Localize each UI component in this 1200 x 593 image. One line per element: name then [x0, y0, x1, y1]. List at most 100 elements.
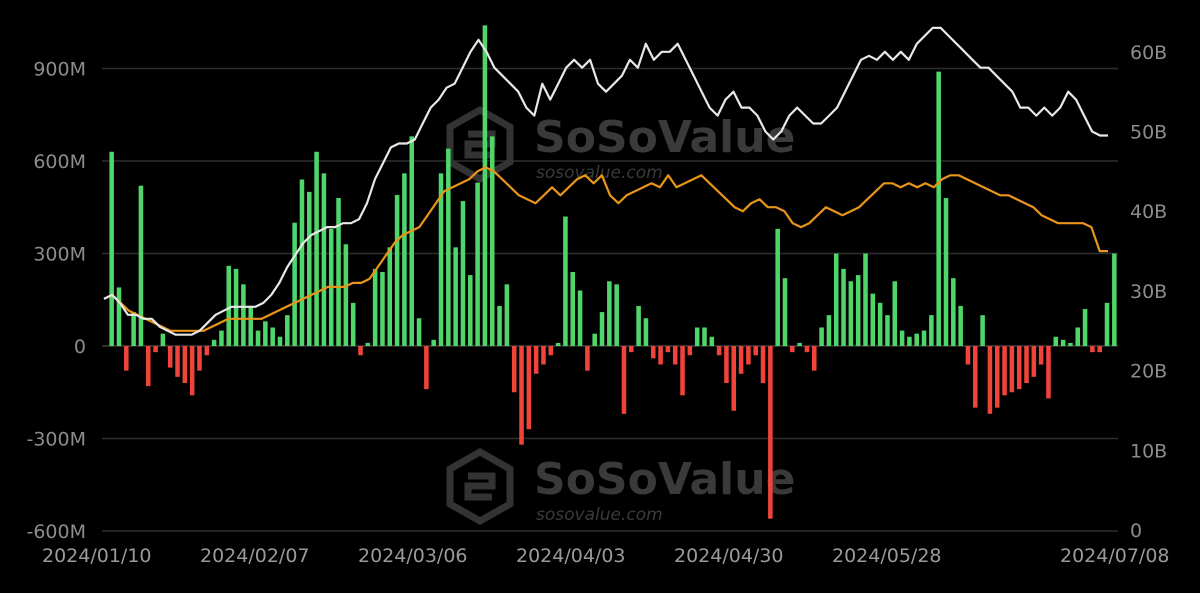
outflow-bar	[746, 346, 751, 365]
outflow-bar	[812, 346, 817, 371]
outflow-bar	[1009, 346, 1015, 393]
outflow-bar	[145, 346, 151, 387]
inflow-bar	[775, 228, 780, 346]
inflow-bar	[241, 284, 246, 346]
outflow-bar	[987, 346, 993, 414]
outflow-bar	[629, 346, 634, 353]
outflow-bar	[804, 346, 810, 353]
outflow-bar	[687, 346, 693, 356]
outflow-bar	[153, 346, 158, 353]
outflow-bar	[424, 346, 429, 390]
inflow-bar	[350, 302, 356, 346]
inflow-bar	[468, 275, 473, 346]
series-lines	[103, 26, 1108, 336]
inflow-bar	[899, 330, 905, 346]
inflow-bar	[980, 315, 985, 346]
inflow-bar	[482, 25, 488, 347]
inflow-bar	[138, 185, 144, 346]
inflow-bar	[365, 342, 371, 346]
inflow-bar	[109, 151, 114, 346]
inflow-bar	[1104, 302, 1110, 346]
inflow-bar	[577, 290, 583, 346]
inflow-bar	[453, 247, 458, 346]
inflow-bar	[694, 327, 700, 346]
inflow-bar	[431, 339, 436, 346]
inflow-bar	[343, 244, 349, 346]
x-tick-label: 2024/05/28	[832, 545, 942, 567]
white-series-line	[103, 26, 1108, 336]
inflow-bar	[570, 272, 576, 346]
outflow-bar	[973, 346, 978, 408]
outflow-bar	[175, 346, 180, 377]
right-tick-label: 20B	[1130, 361, 1167, 383]
inflow-bar	[921, 330, 927, 346]
inflow-bar	[219, 330, 224, 346]
x-tick-label: 2024/02/07	[200, 545, 310, 567]
inflow-bar	[826, 315, 832, 346]
outflow-bar	[672, 346, 678, 365]
outflow-bar	[658, 346, 663, 365]
x-tick-label: 2024/01/10	[42, 545, 152, 567]
outflow-bar	[665, 346, 671, 353]
left-tick-label: 0	[74, 336, 86, 358]
inflow-bar	[336, 198, 341, 346]
outflow-bar	[1024, 346, 1029, 383]
inflow-bar	[446, 148, 451, 346]
inflow-bar	[460, 201, 466, 346]
inflow-bar	[270, 327, 275, 346]
left-axis-ticks: 900M 600M 300M 0 -300M -600M	[26, 59, 86, 543]
right-tick-label: 10B	[1130, 440, 1167, 462]
left-tick-label: -300M	[26, 428, 86, 450]
left-tick-label: 900M	[33, 59, 86, 81]
inflow-bar	[131, 312, 136, 346]
outflow-bar	[731, 346, 737, 411]
watermark-site: sosovalue.com	[536, 505, 663, 525]
watermark-logo-icon	[446, 105, 514, 184]
x-tick-label: 2024/03/06	[358, 545, 468, 567]
inflow-bar	[226, 265, 232, 346]
inflow-bar	[255, 330, 261, 346]
inflow-bar	[160, 333, 166, 346]
inflow-bar	[116, 287, 122, 346]
left-tick-label: -600M	[26, 521, 86, 543]
outflow-bar	[650, 346, 656, 359]
inflow-bar	[416, 318, 422, 346]
watermark-site: sosovalue.com	[536, 163, 663, 183]
x-tick-label: 2024/04/30	[674, 545, 784, 567]
outflow-bar	[167, 346, 173, 368]
outflow-bar	[533, 346, 539, 374]
inflow-bar	[402, 173, 407, 346]
inflow-bar	[592, 333, 597, 346]
left-tick-label: 600M	[33, 151, 86, 173]
inflow-bar	[841, 268, 846, 346]
outflow-bar	[965, 346, 971, 365]
outflow-bar	[790, 346, 795, 353]
inflow-bar	[1060, 339, 1066, 346]
outflow-bar	[1097, 346, 1102, 353]
inflow-bar	[782, 278, 788, 346]
inflow-bar	[475, 182, 480, 346]
x-axis-ticks: 2024/01/10 2024/02/07 2024/03/06 2024/04/03…	[42, 545, 1170, 567]
inflow-bar	[892, 281, 898, 346]
outflow-bar	[358, 346, 363, 356]
inflow-bar	[299, 179, 305, 346]
inflow-bar	[702, 327, 707, 346]
inflow-bar	[307, 191, 312, 346]
outflow-bar	[541, 346, 546, 365]
watermark-brand: SoSoValue	[534, 454, 795, 505]
inflow-bar	[943, 198, 949, 346]
inflow-bar	[277, 336, 283, 346]
inflow-bar	[709, 336, 715, 346]
outflow-bar	[197, 346, 202, 371]
inflow-bar	[958, 305, 963, 346]
flow-bars	[109, 25, 1117, 519]
inflow-bar	[504, 284, 510, 346]
outflow-bar	[716, 346, 722, 356]
inflow-bar	[1075, 327, 1081, 346]
inflow-bar	[563, 216, 568, 346]
inflow-bar	[607, 281, 612, 346]
outflow-bar	[1031, 346, 1037, 377]
inflow-bar	[372, 268, 378, 346]
inflow-bar	[797, 342, 802, 346]
outflow-bar	[994, 346, 1000, 408]
